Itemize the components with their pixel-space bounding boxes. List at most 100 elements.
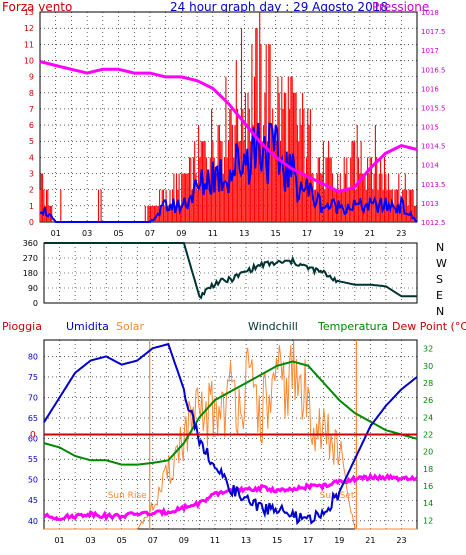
environment-x-tick-label: 19 xyxy=(334,536,344,545)
temperature-y-tick-label: 18 xyxy=(423,465,433,474)
wind-y-tick-label: 3 xyxy=(29,170,34,179)
wind-y-tick-label: 5 xyxy=(29,137,34,146)
dewpoint-series xyxy=(42,472,418,522)
temperature-y-tick-label: 12 xyxy=(423,516,433,525)
wind-x-tick-label: 17 xyxy=(302,229,312,238)
direction-y-tick-label: 270 xyxy=(23,254,38,263)
wind-y-tick-label: 13 xyxy=(24,8,34,17)
wind-y-tick-label: 6 xyxy=(29,121,34,130)
wind-y-tick-label: 7 xyxy=(29,105,34,114)
direction-y-axis: 0 90 180 270 360 xyxy=(23,239,38,308)
environment-x-tick-label: 13 xyxy=(241,536,251,545)
temperature-y-tick-label: 32 xyxy=(423,345,433,354)
wind-x-tick-label: 13 xyxy=(239,229,249,238)
environment-legend: Pioggia Umidita Solar Windchill Temperatura D… xyxy=(2,320,466,333)
direction-compass-label: E xyxy=(436,289,443,302)
wind-label: Forza vento xyxy=(2,0,72,14)
humidity-y-tick-label: 45 xyxy=(28,496,38,505)
pressure-label: Pressione xyxy=(372,0,429,14)
wind-x-tick-label: 07 xyxy=(145,229,155,238)
temperature-y-tick-label: 22 xyxy=(423,431,433,440)
environment-legend-item: Temperatura xyxy=(317,320,388,333)
environment-legend-item: Pioggia xyxy=(2,320,42,333)
pressure-y-tick-label: 1012.5 xyxy=(421,219,446,227)
direction-compass-label: N xyxy=(436,305,444,318)
direction-y-tick-label: 0 xyxy=(33,299,38,308)
humidity-y-axis: 40 45 50 55 60 65 70 75 80 xyxy=(28,352,38,525)
environment-x-tick-label: 17 xyxy=(303,536,313,545)
humidity-y-tick-label: 60 xyxy=(28,435,38,444)
environment-x-tick-label: 05 xyxy=(117,536,127,545)
solar-series xyxy=(44,340,417,530)
wind-x-tick-label: 19 xyxy=(333,229,343,238)
wind-y-tick-label: 1 xyxy=(29,202,34,211)
direction-series xyxy=(44,242,417,300)
wind-y-tick-label: 12 xyxy=(24,24,34,33)
pressure-y-tick-label: 1013 xyxy=(421,200,439,208)
sunrise-label: Sun Rise xyxy=(108,491,147,501)
temperature-y-tick-label: 30 xyxy=(423,362,433,371)
temperature-y-tick-label: 14 xyxy=(423,499,433,508)
wind-bars xyxy=(39,12,417,222)
wind-y-tick-label: 2 xyxy=(29,186,34,195)
wind-x-tick-label: 05 xyxy=(113,229,123,238)
wind-y-tick-label: 9 xyxy=(29,73,34,82)
wind-y-tick-label: 4 xyxy=(29,153,34,162)
direction-y-tick-label: 360 xyxy=(23,239,38,248)
environment-x-tick-label: 03 xyxy=(86,536,96,545)
environment-x-tick-label: 01 xyxy=(54,536,64,545)
wind-y-tick-label: 11 xyxy=(24,40,34,49)
pressure-y-tick-label: 1017 xyxy=(421,47,439,55)
wind-y-tick-label: 8 xyxy=(29,89,34,98)
wind-avg-series xyxy=(39,122,418,223)
environment-x-tick-label: 09 xyxy=(179,536,189,545)
environment-x-tick-label: 11 xyxy=(210,536,220,545)
pressure-y-tick-label: 1013.5 xyxy=(421,181,446,189)
pressure-y-tick-label: 1016.5 xyxy=(421,66,446,74)
wind-x-tick-label: 09 xyxy=(176,229,186,238)
environment-x-tick-label: 23 xyxy=(396,536,406,545)
pressure-y-tick-label: 1015.5 xyxy=(421,104,446,112)
humidity-y-tick-label: 75 xyxy=(28,373,38,382)
humidity-y-tick-label: 40 xyxy=(28,517,38,526)
environment-x-tick-label: 07 xyxy=(148,536,158,545)
direction-compass-label: W xyxy=(436,257,447,270)
temperature-y-tick-label: 20 xyxy=(423,448,433,457)
rain-value-label: 0 xyxy=(30,431,36,441)
temperature-y-tick-label: 16 xyxy=(423,482,433,491)
wind-y-tick-label: 0 xyxy=(29,218,34,227)
temperature-y-tick-label: 24 xyxy=(423,413,433,422)
pressure-y-tick-label: 1014 xyxy=(421,162,439,170)
humidity-series xyxy=(43,342,418,526)
direction-y-tick-label: 90 xyxy=(28,284,38,293)
pressure-y-tick-label: 1017.5 xyxy=(421,28,446,36)
environment-x-tick-label: 21 xyxy=(365,536,375,545)
humidity-y-tick-label: 70 xyxy=(28,394,38,403)
environment-legend-item: Solar xyxy=(116,320,145,333)
wind-x-tick-label: 01 xyxy=(51,229,61,238)
direction-compass-label: N xyxy=(436,241,444,254)
wind-x-tick-label: 21 xyxy=(365,229,375,238)
environment-x-axis: 01 03 05 07 09 11 13 15 17 19 21 23 xyxy=(54,536,406,545)
temperature-y-axis: 12 14 16 18 20 22 24 26 28 30 32 xyxy=(423,345,433,526)
humidity-y-tick-label: 50 xyxy=(28,476,38,485)
pressure-y-axis: 1012.5 1013 1013.5 1014 1014.5 1015 1015.5 1016… xyxy=(421,9,446,227)
wind-x-tick-label: 11 xyxy=(208,229,218,238)
pressure-y-tick-label: 1015 xyxy=(421,124,439,132)
direction-y-tick-label: 180 xyxy=(23,269,38,278)
pressure-series xyxy=(39,60,418,194)
wind-pressure-panel: Forza vento 24 hour graph day : 29 Agost… xyxy=(2,0,446,238)
wind-x-tick-label: 03 xyxy=(82,229,92,238)
temperature-y-tick-label: 28 xyxy=(423,379,433,388)
humidity-y-tick-label: 80 xyxy=(28,352,38,361)
pressure-y-tick-label: 1018 xyxy=(421,9,439,17)
wind-y-tick-label: 10 xyxy=(24,56,34,65)
environment-legend-item: Dew Point (°C) xyxy=(392,320,466,333)
chart-title: 24 hour graph day : 29 Agosto 2018 xyxy=(170,0,388,14)
humidity-y-tick-label: 55 xyxy=(28,455,38,464)
wind-x-tick-label: 23 xyxy=(396,229,406,238)
